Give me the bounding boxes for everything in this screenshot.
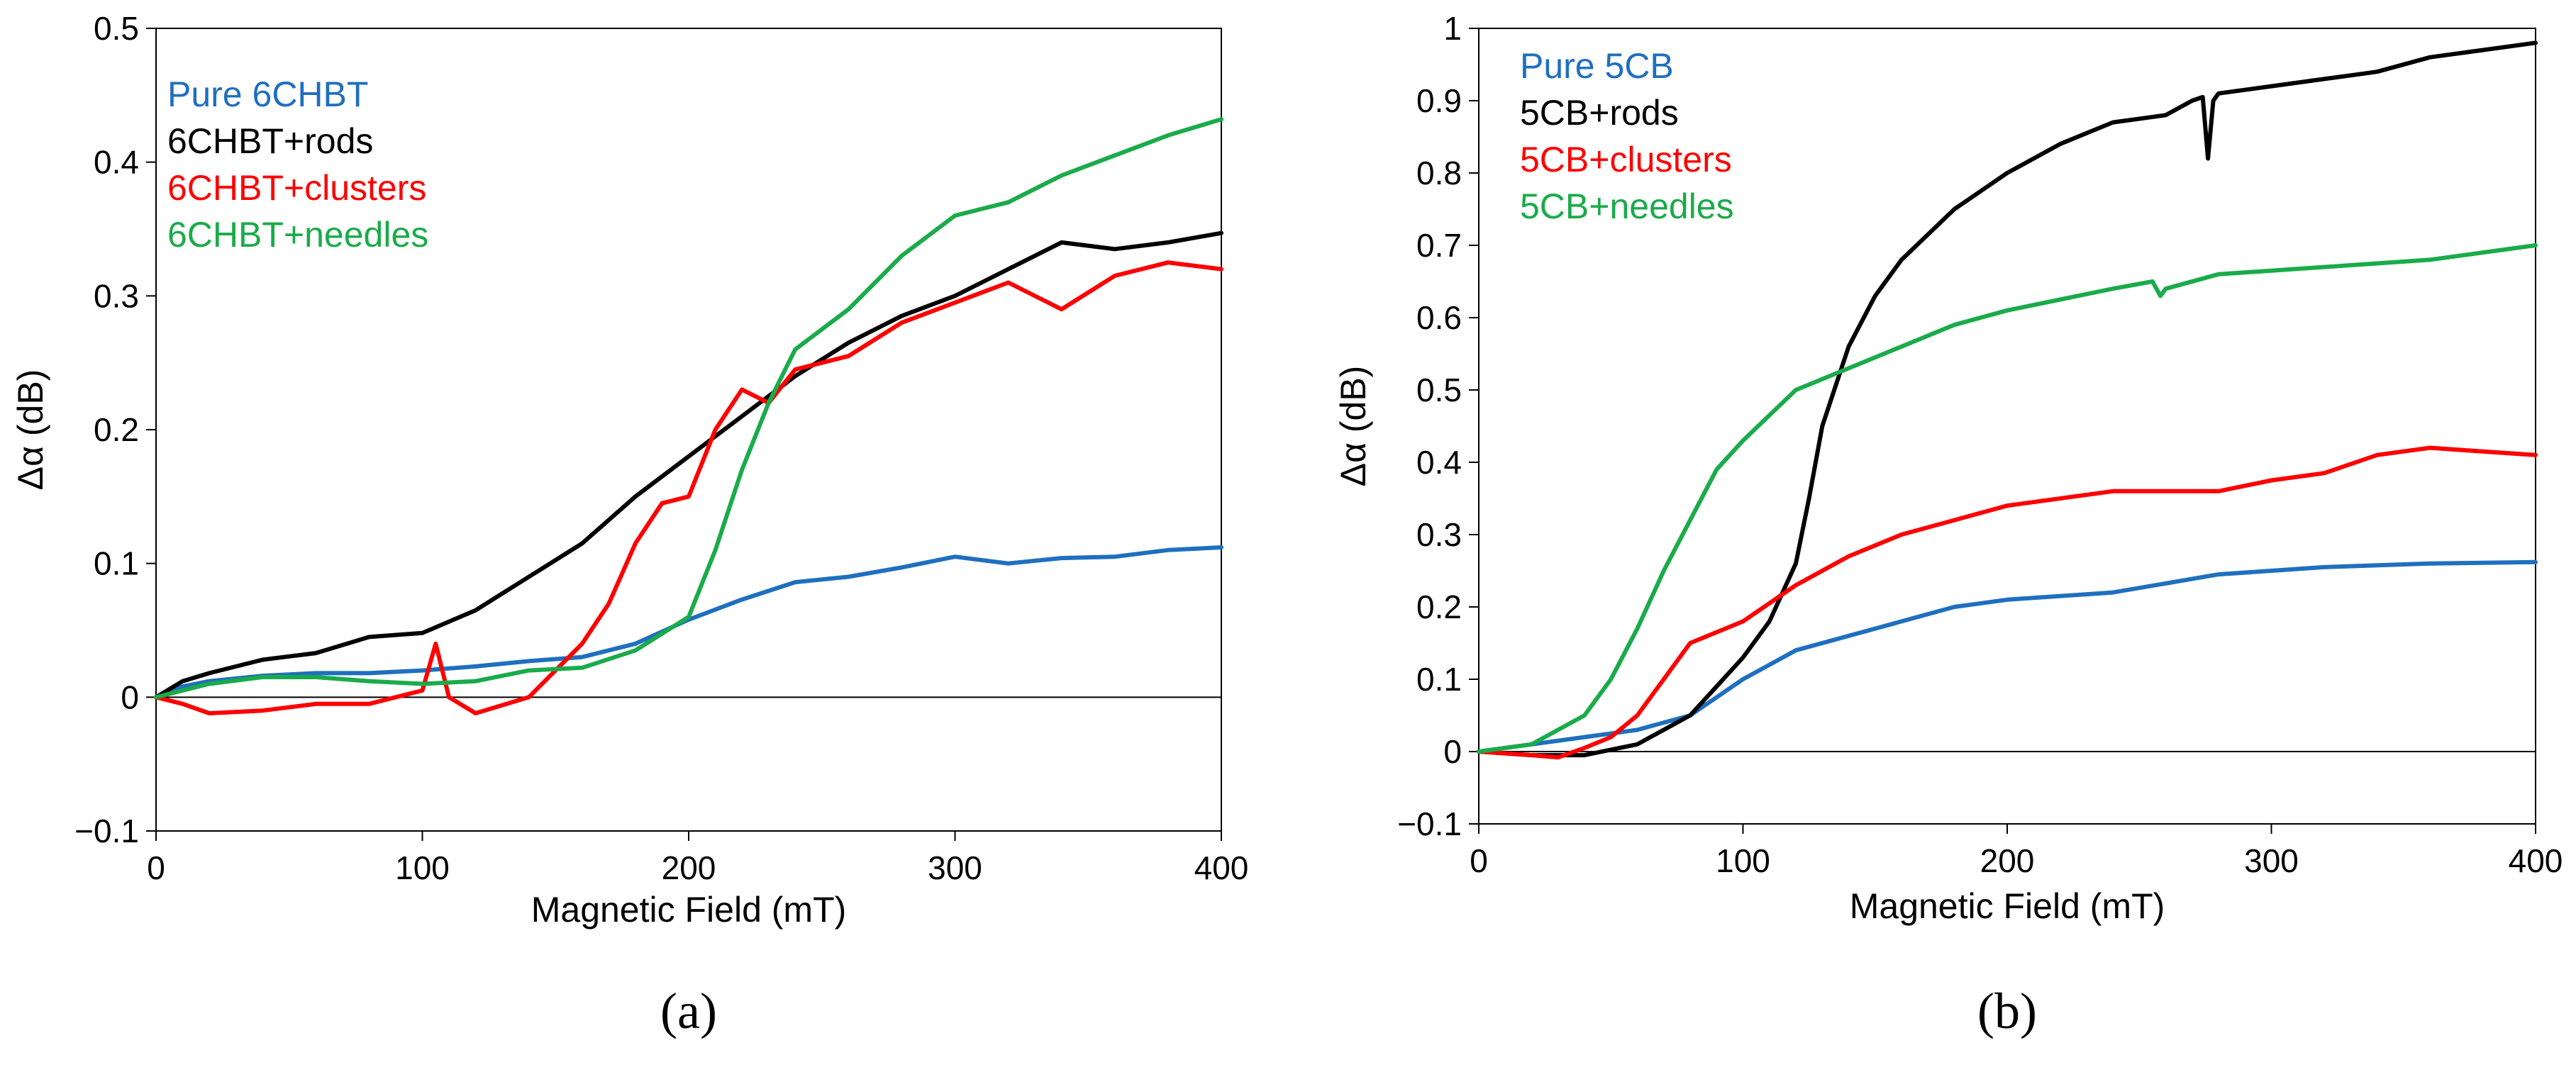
y-tick-label: 0 <box>1443 733 1462 770</box>
legend-entry: Pure 6CHBT <box>167 74 368 114</box>
x-tick-label: 400 <box>1194 849 1249 886</box>
y-tick-label: 0.3 <box>1416 516 1462 553</box>
y-axis-label: Δα (dB) <box>11 369 50 491</box>
x-tick-label: 200 <box>662 849 716 886</box>
series-line-pure-6chbt <box>154 545 1223 700</box>
y-tick-label: 0.9 <box>1416 82 1462 119</box>
x-axis-label: Magnetic Field (mT) <box>531 890 847 930</box>
y-tick-label: 0.1 <box>94 545 139 582</box>
y-axis-label: Δα (dB) <box>1333 366 1373 487</box>
y-tick-label: 0 <box>121 679 139 715</box>
legend-entry: Pure 5CB <box>1520 46 1674 86</box>
legend-entry: 5CB+needles <box>1520 186 1734 226</box>
x-tick-label: 400 <box>2509 842 2563 879</box>
y-tick-label: 0.5 <box>94 10 139 47</box>
x-tick-label: 0 <box>1470 842 1488 879</box>
legend-entry: 6CHBT+clusters <box>167 168 426 208</box>
y-tick-label: 0.2 <box>94 411 139 448</box>
x-tick-label: 100 <box>395 849 450 886</box>
series-line-pure-5cb <box>1477 559 2538 754</box>
legend-entry: 5CB+rods <box>1520 93 1679 133</box>
y-tick-label: 0.5 <box>1416 372 1462 408</box>
y-tick-label: −0.1 <box>74 813 139 849</box>
y-tick-label: 0.8 <box>1416 155 1462 191</box>
x-tick-label: 300 <box>2244 842 2299 879</box>
chart-panel-a: −0.100.10.20.30.40.50 100 200 300 400Magneti… <box>11 10 1248 1039</box>
y-tick-label: 0.6 <box>1416 299 1462 336</box>
y-tick-label: 0.3 <box>94 277 139 314</box>
legend-entry: 6CHBT+rods <box>167 121 373 161</box>
chart-panel-b: −0.100.10.20.30.40.50.60.70.80.910 100 200… <box>1333 10 2563 1039</box>
y-tick-label: 0.7 <box>1416 227 1462 264</box>
y-tick-label: 1 <box>1443 10 1462 47</box>
panel-label: (a) <box>660 983 717 1039</box>
legend-entry: 5CB+clusters <box>1520 140 1732 179</box>
series-line-6chbt-clusters <box>154 260 1223 715</box>
series-line-6chbt-needles <box>154 117 1223 700</box>
x-tick-label: 300 <box>928 849 982 886</box>
series-line-6chbt-rods <box>154 230 1223 700</box>
y-tick-label: 0.4 <box>1416 444 1462 481</box>
panel-label: (b) <box>1977 983 2037 1039</box>
y-tick-label: 0.1 <box>1416 661 1462 698</box>
x-tick-label: 0 <box>147 849 165 886</box>
series-line-5cb-clusters <box>1477 445 2538 760</box>
y-tick-label: −0.1 <box>1397 805 1462 842</box>
series-line-5cb-needles <box>1477 243 2538 754</box>
y-tick-label: 0.4 <box>94 144 139 181</box>
legend-entry: 6CHBT+needles <box>167 215 428 255</box>
y-tick-label: 0.2 <box>1416 588 1462 625</box>
x-tick-label: 100 <box>1716 842 1770 879</box>
series-line-5cb-rods <box>1477 40 2538 758</box>
x-axis-label: Magnetic Field (mT) <box>1850 886 2165 926</box>
x-tick-label: 200 <box>1980 842 2035 879</box>
